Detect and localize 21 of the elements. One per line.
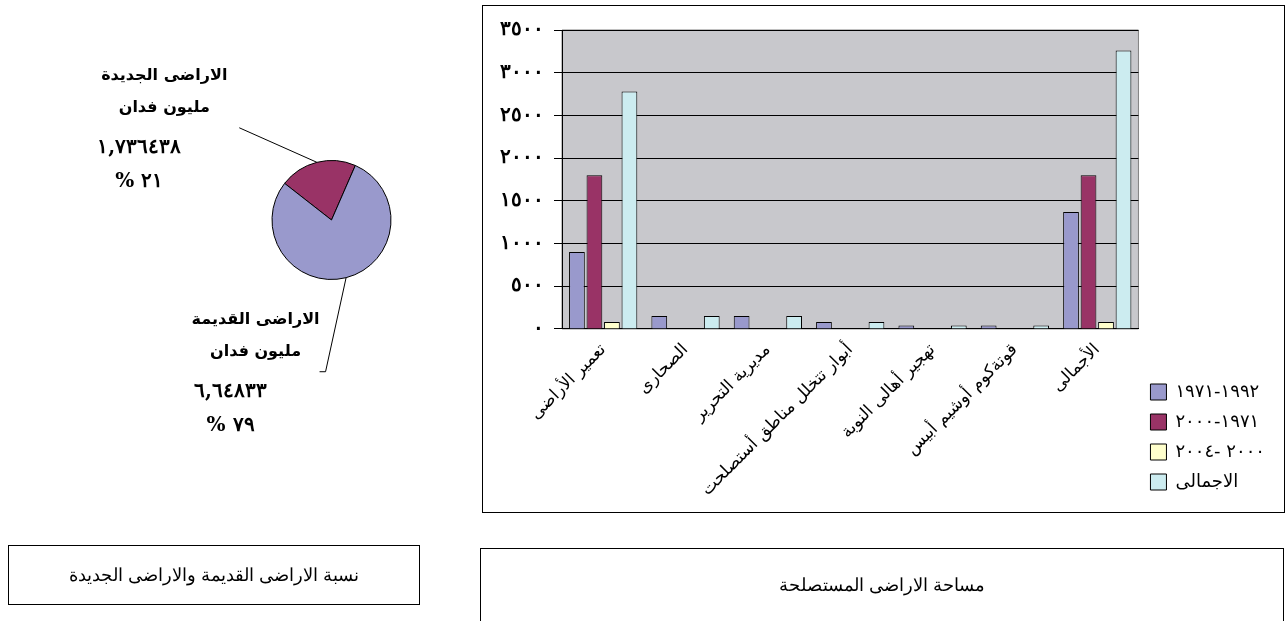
legend-label: ١٩٩٢-١٩٧١	[1175, 379, 1260, 401]
y-tick-label: ٢٠٠٠	[500, 144, 544, 169]
y-tick-label: ١٠٠٠	[500, 229, 544, 254]
y-tick-label: ١٥٠٠	[500, 187, 544, 212]
y-tick-label: ٣٠٠٠	[500, 58, 544, 83]
y-tick-label: ٢٥٠٠	[500, 101, 544, 126]
x-tick-label: الصحارى	[633, 338, 692, 398]
text: مساحة الاراضى المستصلحة	[480, 548, 1284, 621]
x-tick-label: الأجمالى	[1047, 338, 1104, 396]
legend-label: الاجمالى	[1175, 469, 1239, 491]
text: نسبة الاراضى القديمة والاراضى الجديدة	[8, 545, 420, 605]
data-label: ٦,٦٤٨٣٣ % ٧٩	[194, 377, 268, 436]
y-tick-label: ٣٥٠٠	[500, 16, 544, 41]
slice-label: الاراضى القديمة مليون فدان	[191, 308, 320, 360]
slice-label: الاراضى الجديدة مليون فدان	[101, 64, 228, 116]
legend-label: ١٩٧١-٢٠٠٠	[1175, 409, 1260, 431]
data-label: ١,٧٣٦٤٣٨ % ٢١	[97, 133, 182, 192]
x-tick-label: تعمير الأراضى	[525, 338, 610, 423]
y-tick-label: ٠	[533, 315, 544, 340]
y-tick-label: ٥٠٠	[511, 272, 544, 297]
legend-label: ٢٠٠٠ -٢٠٠٤	[1175, 439, 1265, 461]
